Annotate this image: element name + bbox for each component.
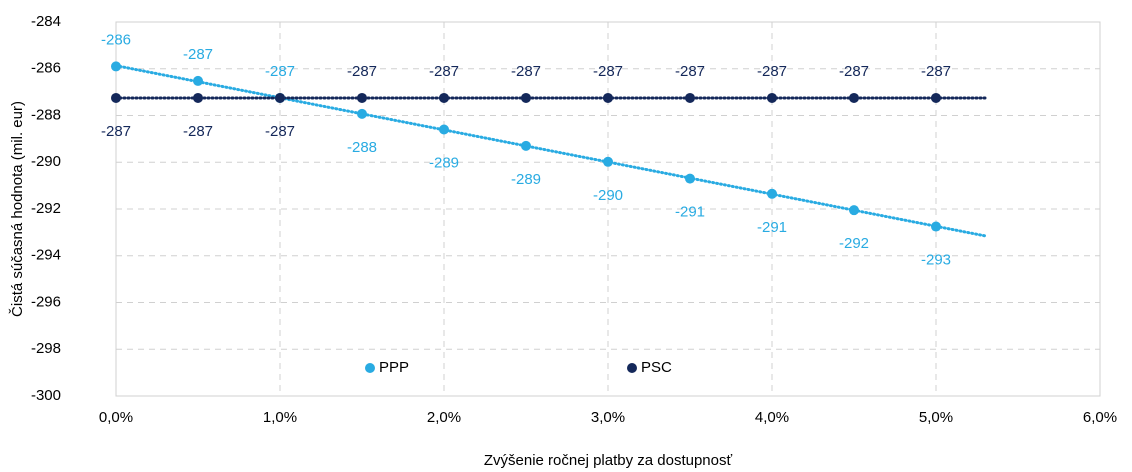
data-label: -287: [183, 123, 213, 140]
data-label: -291: [757, 219, 787, 236]
data-label: -286: [101, 31, 131, 48]
data-label: -287: [593, 63, 623, 80]
x-tick-label: 6,0%: [1083, 409, 1117, 426]
data-label: -287: [839, 63, 869, 80]
y-tick-label: -300: [31, 387, 61, 404]
y-tick-label: -284: [31, 13, 61, 30]
data-point: [685, 173, 695, 184]
data-label: -293: [921, 252, 951, 269]
data-point: [439, 92, 449, 103]
data-point: [603, 92, 613, 103]
data-point: [685, 92, 695, 103]
x-tick-label: 5,0%: [919, 409, 953, 426]
data-point: [521, 140, 531, 151]
data-point: [767, 92, 777, 103]
x-tick-label: 4,0%: [755, 409, 789, 426]
data-label: -287: [347, 63, 377, 80]
data-label: -287: [265, 63, 295, 80]
data-point: [849, 205, 859, 216]
data-point: [767, 188, 777, 199]
data-label: -291: [675, 204, 705, 221]
data-point: [849, 92, 859, 103]
y-tick-label: -290: [31, 153, 61, 170]
data-label: -289: [511, 171, 541, 188]
data-point: [275, 92, 285, 103]
data-point: [521, 92, 531, 103]
data-label: -287: [265, 123, 295, 140]
plot-frame: [115, 21, 1101, 397]
data-label: -287: [429, 63, 459, 80]
data-label: -288: [347, 139, 377, 156]
legend-label: PPP: [379, 359, 409, 376]
y-tick-label: -292: [31, 200, 61, 217]
data-point: [193, 92, 203, 103]
data-label: -287: [511, 63, 541, 80]
data-point: [439, 124, 449, 135]
data-label: -290: [593, 187, 623, 204]
data-point: [111, 61, 121, 72]
y-axis-title: Čistá súčasná hodnota (mil. eur): [9, 101, 26, 317]
data-label: -287: [757, 63, 787, 80]
data-point: [357, 92, 367, 103]
data-label: -287: [183, 46, 213, 63]
data-point: [603, 156, 613, 167]
y-tick-label: -286: [31, 60, 61, 77]
y-tick-label: -296: [31, 293, 61, 310]
x-tick-label: 3,0%: [591, 409, 625, 426]
data-label: -289: [429, 154, 459, 171]
x-axis-title: Zvýšenie ročnej platby za dostupnosť: [484, 452, 733, 469]
y-tick-label: -294: [31, 247, 61, 264]
x-tick-label: 0,0%: [99, 409, 133, 426]
y-tick-label: -298: [31, 340, 61, 357]
legend-marker: [627, 363, 637, 373]
data-label: -292: [839, 235, 869, 252]
y-tick-label: -288: [31, 106, 61, 123]
data-point: [931, 221, 941, 232]
data-point: [931, 92, 941, 103]
data-point: [357, 108, 367, 119]
x-tick-label: 2,0%: [427, 409, 461, 426]
data-label: -287: [675, 63, 705, 80]
data-point: [111, 92, 121, 103]
legend-marker: [365, 363, 375, 373]
data-label: -287: [921, 63, 951, 80]
data-label: -287: [101, 123, 131, 140]
trend-line: [114, 64, 987, 238]
legend-label: PSC: [641, 359, 672, 376]
x-tick-label: 1,0%: [263, 409, 297, 426]
data-point: [193, 75, 203, 86]
